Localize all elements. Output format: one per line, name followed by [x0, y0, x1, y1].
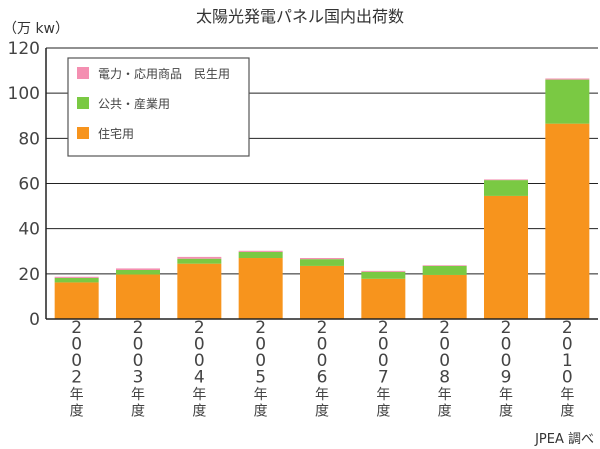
x-category-label-char: 年 [438, 387, 452, 403]
x-category-label-char: 度 [315, 404, 329, 420]
x-category-label-char: 年 [560, 387, 574, 403]
x-category-label-char: 度 [131, 404, 145, 420]
x-category-label-char: 0 [71, 335, 82, 355]
source-credit: JPEA 調べ [535, 432, 594, 447]
x-category-label-char: 2 [501, 318, 512, 338]
x-category-label-char: 0 [317, 351, 328, 371]
x-category-label-char: 0 [501, 335, 512, 355]
bar-segment-public-industrial [484, 180, 528, 196]
x-category-label-char: 度 [499, 404, 513, 420]
x-category-label-char: 0 [255, 335, 266, 355]
x-category-label-char: 0 [133, 351, 144, 371]
x-category-label-char: 2 [378, 318, 389, 338]
x-category-label-char: 0 [71, 351, 82, 371]
bar-segment-residential [422, 274, 467, 319]
x-category-label-char: 2 [255, 318, 266, 338]
x-category-label-char: 度 [376, 404, 390, 420]
bar-segment-power-consumer [361, 270, 406, 272]
bar-segment-public-industrial [177, 258, 222, 264]
x-category-label-char: 2 [194, 318, 205, 338]
x-category-label-char: 7 [378, 368, 389, 388]
x-category-label-char: 0 [562, 335, 573, 355]
bar-segment-residential [177, 263, 222, 319]
x-category-label-char: 0 [378, 351, 389, 371]
bar-segment-power-consumer [238, 250, 283, 252]
x-category-label-char: 2 [562, 318, 573, 338]
y-tick-label: 40 [18, 220, 40, 240]
x-category-label-char: 度 [438, 404, 452, 420]
bar-segment-residential [361, 278, 406, 319]
x-category-label-char: 年 [70, 387, 84, 403]
bar-segment-residential [300, 265, 344, 319]
bar-segment-power-consumer [54, 276, 99, 278]
x-category-label-char: 度 [192, 404, 206, 420]
x-category-label-char: 0 [317, 335, 328, 355]
y-tick-label: 20 [18, 265, 40, 285]
bar-segment-residential [484, 195, 528, 319]
legend-label: 電力・応用商品 民生用 [98, 66, 230, 81]
x-category-label-char: 2 [133, 318, 144, 338]
y-tick-label: 100 [8, 84, 40, 104]
x-category-label-char: 0 [255, 351, 266, 371]
bar-segment-power-consumer [300, 258, 344, 260]
y-tick-label: 0 [29, 310, 40, 330]
x-category-label-char: 4 [194, 368, 205, 388]
bar-segment-residential [238, 258, 283, 319]
bar-segment-residential [545, 123, 590, 319]
x-category-label-char: 0 [562, 368, 573, 388]
x-category-label-char: 0 [194, 335, 205, 355]
x-category-label-char: 年 [315, 387, 329, 403]
x-category-label-char: 2 [439, 318, 450, 338]
bar-segment-power-consumer [116, 268, 160, 270]
bar-segment-power-consumer [484, 179, 528, 181]
bar-segment-public-industrial [545, 79, 590, 124]
x-category-label-char: 度 [70, 404, 84, 420]
chart-title: 太陽光発電パネル国内出荷数 [195, 7, 404, 26]
x-category-label-char: 5 [255, 368, 266, 388]
bar-segment-power-consumer [177, 256, 222, 259]
legend-swatch [77, 127, 89, 139]
bar-segment-power-consumer [422, 265, 467, 266]
legend-label: 公共・産業用 [98, 96, 170, 111]
legend-swatch [77, 97, 89, 109]
x-category-label-char: 0 [133, 335, 144, 355]
bar-segment-public-industrial [300, 259, 344, 266]
x-category-label-char: 年 [376, 387, 390, 403]
x-category-label-char: 2 [71, 368, 82, 388]
x-category-label-char: 度 [560, 404, 574, 420]
x-category-label-char: 年 [254, 387, 268, 403]
x-category-label-char: 度 [254, 404, 268, 420]
x-category-label-char: 0 [378, 335, 389, 355]
y-tick-label: 120 [8, 39, 40, 59]
x-category-label-char: 2 [71, 318, 82, 338]
bar-segment-power-consumer [545, 78, 590, 80]
legend-label: 住宅用 [98, 126, 134, 141]
bar-segment-residential [116, 274, 160, 319]
x-category-label-char: 年 [131, 387, 145, 403]
y-tick-label: 60 [18, 175, 40, 195]
x-category-label-char: 0 [439, 335, 450, 355]
x-category-label-char: 年 [192, 387, 206, 403]
x-category-label-char: 0 [501, 351, 512, 371]
bar-segment-public-industrial [238, 251, 283, 259]
y-axis-unit-label: （万 kw） [3, 21, 70, 37]
y-tick-label: 80 [18, 129, 40, 149]
x-category-label-char: 9 [501, 368, 512, 388]
x-category-label-char: 1 [562, 351, 573, 371]
bar-segment-public-industrial [54, 277, 99, 283]
x-category-label-char: 3 [133, 368, 144, 388]
legend-box [67, 57, 250, 157]
bar-segment-public-industrial [422, 265, 467, 275]
bar-segment-public-industrial [116, 269, 160, 275]
bar-segment-residential [54, 282, 99, 319]
x-category-label-char: 0 [194, 351, 205, 371]
x-category-label-char: 2 [317, 318, 328, 338]
bar-segment-public-industrial [361, 271, 406, 279]
x-category-label-char: 0 [439, 351, 450, 371]
x-category-label-char: 6 [317, 368, 328, 388]
x-category-label-char: 8 [439, 368, 450, 388]
x-category-label-char: 年 [499, 387, 513, 403]
legend-swatch [77, 67, 89, 79]
